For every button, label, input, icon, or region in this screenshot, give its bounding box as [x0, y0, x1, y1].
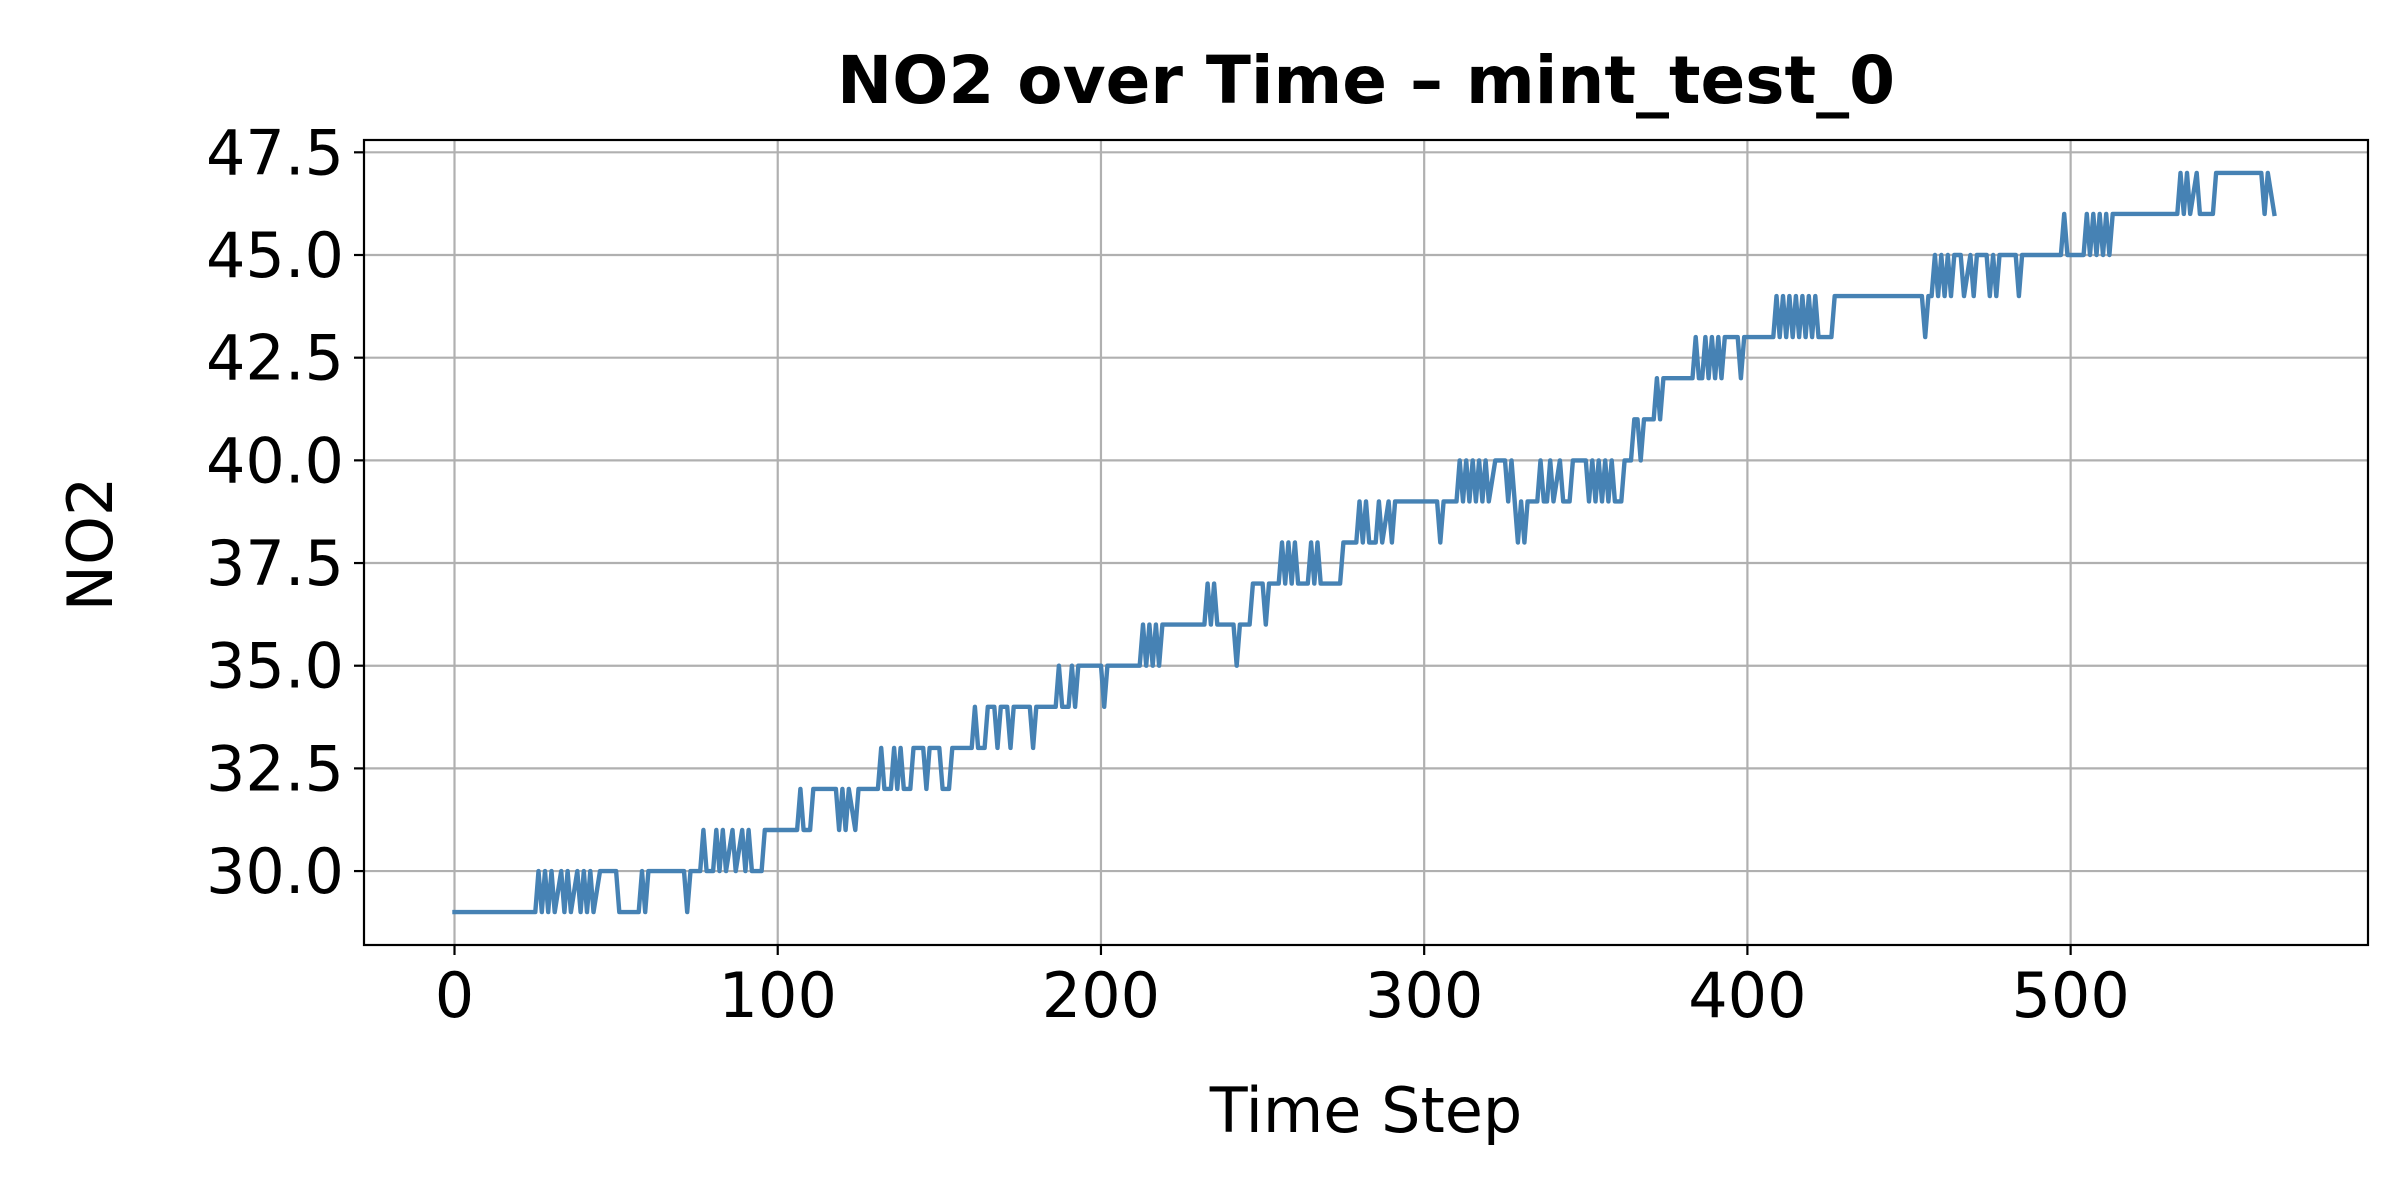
axis-ticks: 0 100 200 300 400 500 30.0 32.5 35.0 37.5 40.0 42.5… — [206, 116, 2130, 1032]
no2-series-line — [452, 170, 2277, 915]
y-tick-label: 40.0 — [206, 424, 344, 497]
x-axis-label: Time Step — [1209, 1074, 1523, 1147]
y-tick-label: 35.0 — [206, 630, 344, 703]
data-series — [452, 170, 2277, 915]
y-tick-label: 45.0 — [206, 219, 344, 292]
y-tick-label: 42.5 — [206, 322, 344, 395]
plot-frame — [362, 138, 2370, 947]
x-tick-label: 300 — [1365, 959, 1483, 1032]
x-tick-label: 400 — [1688, 959, 1806, 1032]
x-tick-label: 0 — [435, 959, 474, 1032]
gridlines — [364, 140, 2368, 945]
y-axis-label: NO2 — [54, 477, 127, 612]
x-tick-label: 200 — [1042, 959, 1160, 1032]
y-tick-label: 37.5 — [206, 527, 344, 600]
x-tick-label: 100 — [719, 959, 837, 1032]
y-tick-label: 32.5 — [206, 732, 344, 805]
y-tick-label: 47.5 — [206, 116, 344, 189]
x-tick-label: 500 — [2011, 959, 2129, 1032]
y-tick-label: 30.0 — [206, 835, 344, 908]
chart-title: NO2 over Time – mint_test_0 — [837, 42, 1895, 119]
